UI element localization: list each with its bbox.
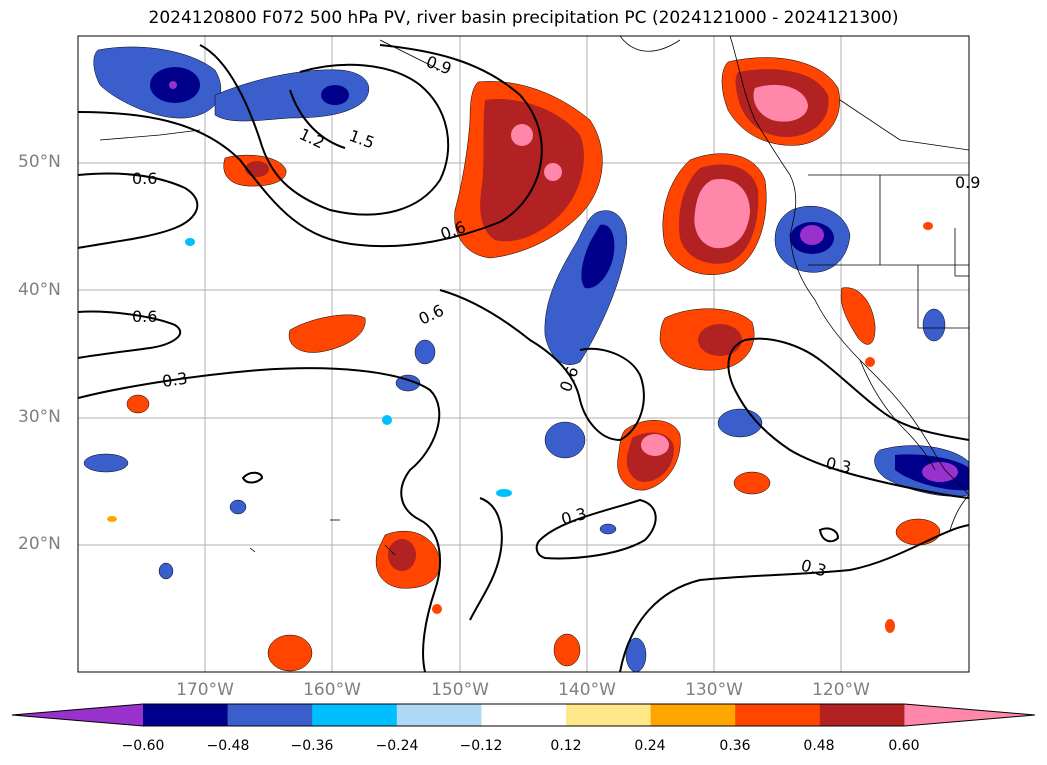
colorbar-tick: −0.12 [459, 738, 503, 754]
colorbar-segment [819, 704, 905, 726]
coastlines [99, 36, 969, 556]
colorbar-segment [312, 704, 398, 726]
colorbar-segment [143, 704, 229, 726]
colorbar-segment [904, 704, 1035, 726]
map-figure: 0.9 1.2 1.5 0.6 0.6 0.6 0.6 0.3 0.6 0.3 … [77, 35, 980, 673]
colorbar-outline [11, 703, 1036, 727]
colorbar-tick: −0.48 [206, 738, 250, 754]
colorbar-tick: 0.48 [803, 738, 835, 754]
colorbar-segment [12, 704, 143, 726]
precip-positive-areas [107, 57, 941, 672]
contour-label: 0.6 [132, 307, 157, 326]
lon-label: 140°W [558, 680, 616, 700]
lon-label: 160°W [303, 680, 361, 700]
colorbar-tick: 0.12 [550, 738, 582, 754]
colorbar [11, 703, 1036, 727]
lon-label: 130°W [685, 680, 743, 700]
pv-contours [78, 44, 969, 672]
lat-label: 30°N [18, 407, 61, 427]
contour-label: 0.3 [161, 369, 189, 391]
lon-label: 150°W [431, 680, 489, 700]
colorbar-segment [396, 704, 482, 726]
colorbar-tick: −0.60 [121, 738, 165, 754]
lat-label: 40°N [18, 280, 61, 300]
colorbar-segment [650, 704, 736, 726]
colorbar-tick: −0.36 [290, 738, 334, 754]
lat-label: 20°N [18, 534, 61, 554]
lat-label: 50°N [18, 152, 61, 172]
map-title: 2024120800 F072 500 hPa PV, river basin … [148, 8, 899, 28]
lon-label: 120°W [812, 680, 870, 700]
colorbar-segment [481, 704, 567, 726]
contour-label: 0.3 [824, 453, 853, 477]
contour-label: 0.9 [955, 173, 980, 192]
contour-label: 0.6 [132, 169, 157, 188]
colorbar-tick: 0.36 [719, 738, 751, 754]
map-border [77, 35, 970, 673]
colorbar-segment [735, 704, 821, 726]
colorbar-tick: 0.60 [888, 738, 920, 754]
colorbar-segment [227, 704, 313, 726]
colorbar-tick: 0.24 [634, 738, 666, 754]
lon-label: 170°W [176, 680, 234, 700]
colorbar-segment [566, 704, 652, 726]
colorbar-tick: −0.24 [375, 738, 419, 754]
